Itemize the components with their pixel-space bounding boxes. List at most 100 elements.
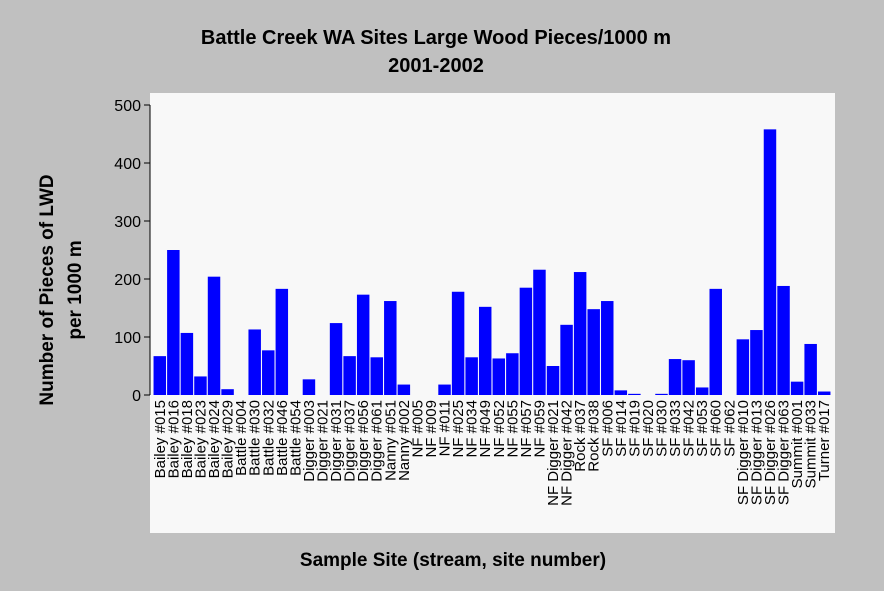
bar bbox=[763, 129, 777, 396]
x-tick-label: SF Digger #063 bbox=[776, 400, 793, 505]
x-tick-label: SF #033 bbox=[667, 400, 684, 457]
x-tick-label: NF #011 bbox=[437, 400, 454, 456]
x-tick-label: Bailey #029 bbox=[220, 400, 237, 478]
bar bbox=[790, 381, 804, 395]
bar bbox=[221, 389, 234, 395]
bar bbox=[682, 360, 695, 395]
bar bbox=[478, 306, 492, 395]
x-tick-label: NF #052 bbox=[491, 400, 508, 458]
x-tick-label: NF #005 bbox=[409, 400, 426, 458]
bar bbox=[546, 366, 560, 395]
chart-subtitle: 2001-2002 bbox=[388, 55, 484, 77]
bar bbox=[695, 387, 709, 395]
x-tick-label: SF #030 bbox=[654, 400, 671, 457]
bar bbox=[519, 287, 533, 395]
bar bbox=[397, 384, 411, 395]
bar bbox=[329, 323, 343, 395]
y-tick-label: 200 bbox=[114, 272, 141, 289]
chart-title: Battle Creek WA Sites Large Wood Pieces/… bbox=[201, 27, 671, 49]
x-tick-label: Bailey #016 bbox=[165, 400, 182, 478]
x-tick-label: SF #042 bbox=[681, 400, 698, 457]
x-tick-label: SF Digger #010 bbox=[735, 400, 752, 505]
bar bbox=[492, 358, 506, 395]
bar bbox=[560, 324, 573, 395]
bar bbox=[207, 276, 221, 395]
bar bbox=[153, 356, 167, 395]
x-tick-label: NF #059 bbox=[531, 400, 548, 458]
bar bbox=[343, 356, 356, 395]
x-tick-label: Nanny #051 bbox=[382, 400, 399, 481]
bar bbox=[167, 250, 180, 395]
x-tick-label: Turner #017 bbox=[816, 400, 833, 481]
x-tick-label: SF #060 bbox=[708, 400, 725, 457]
bar bbox=[302, 379, 316, 395]
x-tick-label: Battle #004 bbox=[233, 400, 250, 476]
x-tick-label: NF #025 bbox=[450, 400, 467, 458]
x-tick-label: Digger #056 bbox=[355, 400, 372, 482]
bar bbox=[275, 288, 289, 395]
x-tick-label: Rock #037 bbox=[572, 400, 589, 472]
bar bbox=[533, 269, 546, 395]
bar bbox=[384, 301, 397, 395]
x-tick-label: NF Digger #042 bbox=[559, 400, 576, 506]
y-axis-label: Number of Pieces of LWD bbox=[37, 174, 58, 405]
bar bbox=[601, 301, 614, 395]
x-tick-label: Bailey #015 bbox=[152, 400, 169, 478]
x-tick-label: NF #049 bbox=[477, 400, 494, 458]
x-axis-label: Sample Site (stream, site number) bbox=[300, 550, 606, 571]
x-tick-label: Battle #046 bbox=[274, 400, 291, 476]
x-tick-label: Digger #003 bbox=[301, 400, 318, 482]
x-tick-label: Bailey #024 bbox=[206, 400, 223, 478]
y-tick-label: 400 bbox=[114, 156, 141, 173]
x-tick-label: Rock #038 bbox=[586, 400, 603, 472]
bar bbox=[573, 272, 587, 395]
y-tick-label: 100 bbox=[114, 330, 141, 347]
bar bbox=[438, 384, 451, 395]
x-tick-label: Summit #033 bbox=[803, 400, 820, 488]
x-tick-label: Bailey #023 bbox=[192, 400, 209, 478]
x-tick-label: NF #034 bbox=[464, 400, 481, 458]
y-tick-label: 0 bbox=[132, 388, 141, 405]
bar bbox=[777, 285, 790, 395]
x-tick-label: SF #062 bbox=[721, 400, 738, 457]
x-tick-label: NF #009 bbox=[423, 400, 440, 458]
bar bbox=[804, 343, 817, 395]
bar bbox=[628, 393, 641, 395]
bar bbox=[709, 288, 722, 395]
x-tick-label: Battle #030 bbox=[247, 400, 264, 476]
x-tick-label: Battle #054 bbox=[287, 400, 304, 476]
bar bbox=[817, 391, 831, 395]
y-tick-label: 300 bbox=[114, 214, 141, 231]
bar bbox=[465, 357, 478, 395]
bar bbox=[356, 294, 370, 395]
x-tick-label: Digger #031 bbox=[328, 400, 345, 482]
x-tick-label: Digger #037 bbox=[342, 400, 359, 482]
bar bbox=[262, 350, 275, 395]
x-tick-label: Summit #001 bbox=[789, 400, 806, 488]
bar bbox=[194, 376, 207, 395]
x-tick-label: Digger #061 bbox=[369, 400, 386, 482]
bar bbox=[370, 357, 383, 395]
x-tick-label: SF #006 bbox=[599, 400, 616, 457]
x-tick-label: Bailey #018 bbox=[179, 400, 196, 478]
y-axis-label: per 1000 m bbox=[65, 240, 86, 339]
bar bbox=[736, 339, 750, 395]
x-tick-label: NF #055 bbox=[504, 400, 521, 458]
x-tick-label: SF #014 bbox=[613, 400, 630, 457]
y-tick-label: 500 bbox=[114, 98, 141, 115]
bar bbox=[506, 353, 519, 395]
x-tick-label: NF Digger #021 bbox=[545, 400, 562, 506]
x-tick-label: Battle #032 bbox=[260, 400, 277, 476]
bar bbox=[180, 332, 194, 395]
bar bbox=[614, 390, 628, 395]
bar bbox=[248, 329, 261, 395]
bar bbox=[655, 393, 668, 395]
bar bbox=[750, 330, 763, 395]
x-tick-label: SF Digger #026 bbox=[762, 400, 779, 505]
x-tick-label: SF Digger #013 bbox=[748, 400, 765, 505]
x-tick-label: SF #053 bbox=[694, 400, 711, 457]
x-tick-label: Digger #021 bbox=[315, 400, 332, 482]
bar bbox=[668, 359, 682, 395]
bar bbox=[451, 291, 465, 395]
